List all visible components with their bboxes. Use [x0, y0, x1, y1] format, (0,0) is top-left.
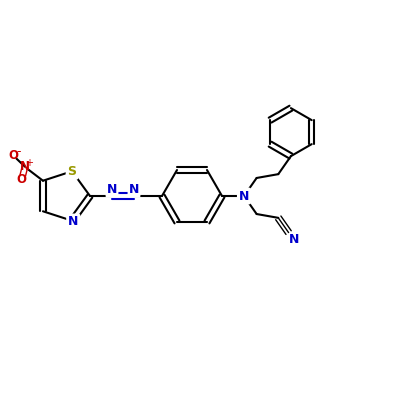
- Text: N: N: [107, 183, 117, 196]
- Text: +: +: [25, 158, 33, 168]
- Text: O: O: [17, 173, 27, 186]
- Text: N: N: [239, 190, 249, 202]
- Text: S: S: [68, 165, 76, 178]
- Text: N: N: [129, 183, 139, 196]
- Text: N: N: [20, 160, 30, 173]
- Text: N: N: [68, 216, 78, 228]
- Text: O: O: [8, 149, 18, 162]
- Text: N: N: [288, 233, 299, 246]
- Text: -: -: [16, 145, 20, 158]
